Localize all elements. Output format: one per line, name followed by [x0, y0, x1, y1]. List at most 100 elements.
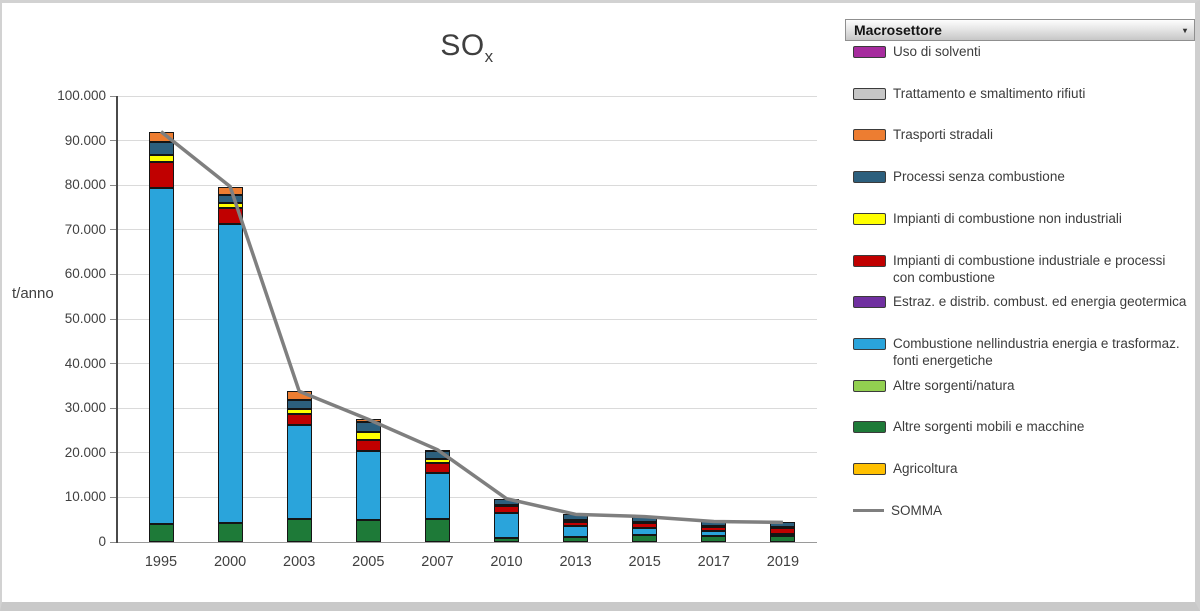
bar-segment[interactable]: [701, 530, 727, 536]
bar-segment[interactable]: [286, 413, 312, 426]
legend-item[interactable]: Altre sorgenti mobili e macchine: [853, 418, 1084, 436]
bar-segment[interactable]: [355, 520, 381, 542]
legend-item[interactable]: Uso di solventi: [853, 43, 981, 61]
bar-segment[interactable]: [424, 472, 450, 520]
gridline: [117, 95, 817, 97]
x-tick-label: 2007: [421, 554, 454, 570]
y-axis-tick: [110, 318, 117, 320]
bar-segment[interactable]: [770, 526, 796, 529]
legend-item-somma[interactable]: SOMMA: [853, 502, 942, 520]
bar-segment[interactable]: [148, 188, 174, 525]
bar-segment[interactable]: [217, 223, 243, 523]
bar-segment[interactable]: [563, 520, 589, 523]
bar-segment[interactable]: [494, 513, 519, 539]
bar-segment[interactable]: [563, 537, 589, 542]
legend-item[interactable]: Altre sorgenti/natura: [853, 377, 1015, 395]
y-axis-tick: [110, 407, 117, 409]
legend-color-swatch: [853, 337, 886, 350]
x-tick-label: 2015: [628, 554, 661, 570]
bar-segment[interactable]: [424, 459, 450, 464]
legend-label: Combustione nellindustria energia e tras…: [893, 335, 1180, 369]
legend-color-swatch: [853, 171, 886, 184]
y-axis-line: [116, 96, 118, 543]
legend-label: Trattamento e smaltimento rifiuti: [893, 85, 1086, 101]
legend-item[interactable]: Processi senza combustione: [853, 168, 1065, 186]
gridline: [117, 407, 817, 409]
legend-label: Estraz. e distrib. combust. ed energia g…: [893, 294, 1187, 310]
legend-color-swatch: [853, 463, 886, 475]
y-tick-label: 0: [98, 534, 106, 549]
y-tick-label: 20.000: [64, 444, 106, 460]
bar-segment[interactable]: [563, 526, 589, 538]
x-tick-label: 2019: [766, 554, 800, 570]
legend-item[interactable]: Trattamento e smaltimento rifiuti: [853, 85, 1085, 103]
legend-label: Processi senza combustione: [893, 169, 1065, 185]
legend-item[interactable]: Impianti di combustione non industriali: [853, 210, 1122, 228]
chart-title: SOx: [117, 29, 817, 67]
legend-label: Altre sorgenti/natura: [893, 377, 1015, 393]
bar-segment[interactable]: [148, 161, 174, 189]
bar-segment[interactable]: [770, 536, 796, 542]
bar-segment[interactable]: [355, 440, 381, 451]
legend-color-swatch: [853, 129, 886, 142]
bar-segment[interactable]: [494, 538, 519, 542]
legend-item[interactable]: Trasporti stradali: [853, 126, 993, 144]
bar-segment[interactable]: [286, 425, 312, 520]
bar-segment[interactable]: [632, 521, 658, 524]
y-axis-title: t/anno: [12, 285, 54, 302]
bar-segment[interactable]: [148, 142, 174, 155]
y-axis-tick: [110, 452, 117, 454]
macrosettore-dropdown-header[interactable]: Macrosettore ▾: [845, 19, 1195, 41]
y-tick-label: 30.000: [64, 400, 106, 416]
bar-segment[interactable]: [563, 521, 589, 527]
legend-item[interactable]: Combustione nellindustria energia e tras…: [853, 335, 1189, 370]
legend-label: Uso di solventi: [893, 44, 981, 59]
bar-segment[interactable]: [217, 203, 243, 209]
dropdown-arrow-icon[interactable]: ▾: [1182, 26, 1187, 35]
x-tick-label: 1995: [144, 554, 178, 570]
bar-segment[interactable]: [286, 400, 312, 410]
bar-segment[interactable]: [217, 208, 243, 224]
legend-color-swatch: [853, 87, 886, 100]
bar-segment[interactable]: [355, 421, 381, 432]
macrosettore-panel: Macrosettore ▾ Uso di solventi Trattament…: [845, 19, 1195, 599]
chart-title-subscript: x: [484, 47, 494, 66]
legend-item[interactable]: Estraz. e distrib. combust. ed energia g…: [853, 293, 1186, 311]
bar-segment[interactable]: [286, 409, 312, 414]
gridline: [117, 363, 817, 365]
legend-label: Impianti di combustione industriale e pr…: [893, 252, 1166, 286]
bar-segment[interactable]: [701, 535, 727, 542]
bar-segment[interactable]: [148, 524, 174, 542]
bar-segment[interactable]: [355, 431, 381, 441]
y-axis-tick: [110, 363, 117, 365]
legend-item[interactable]: Agricoltura: [853, 460, 958, 478]
legend-color-swatch: [853, 421, 886, 434]
gridline: [117, 541, 817, 543]
y-axis-tick: [110, 273, 117, 275]
bar-segment[interactable]: [494, 504, 519, 507]
bar-segment[interactable]: [424, 463, 450, 473]
bar-segment[interactable]: [217, 195, 243, 204]
bar-segment[interactable]: [148, 154, 174, 162]
legend-item[interactable]: Impianti di combustione industriale e pr…: [853, 252, 1189, 287]
bar-segment[interactable]: [424, 519, 450, 542]
bar-segment[interactable]: [494, 506, 519, 513]
x-tick-label: 2005: [352, 554, 385, 570]
gridline: [117, 318, 817, 320]
macrosettore-header-label: Macrosettore: [854, 22, 942, 38]
bar-segment[interactable]: [770, 533, 796, 537]
gridline: [117, 273, 817, 275]
bar-segment[interactable]: [632, 535, 658, 542]
gridline: [117, 452, 817, 454]
x-tick-label: 2000: [213, 554, 247, 570]
x-tick-label: 2003: [283, 554, 316, 570]
legend-line-swatch: [853, 508, 884, 513]
bar-segment[interactable]: [355, 450, 381, 521]
bar-segment[interactable]: [286, 519, 312, 542]
bar-segment[interactable]: [632, 527, 658, 536]
bar-segment[interactable]: [217, 522, 243, 542]
x-tick-label: 2010: [490, 554, 523, 570]
x-tick-label: 2017: [697, 554, 730, 570]
bar-segment[interactable]: [701, 526, 727, 529]
legend-label: Altre sorgenti mobili e macchine: [893, 419, 1085, 435]
